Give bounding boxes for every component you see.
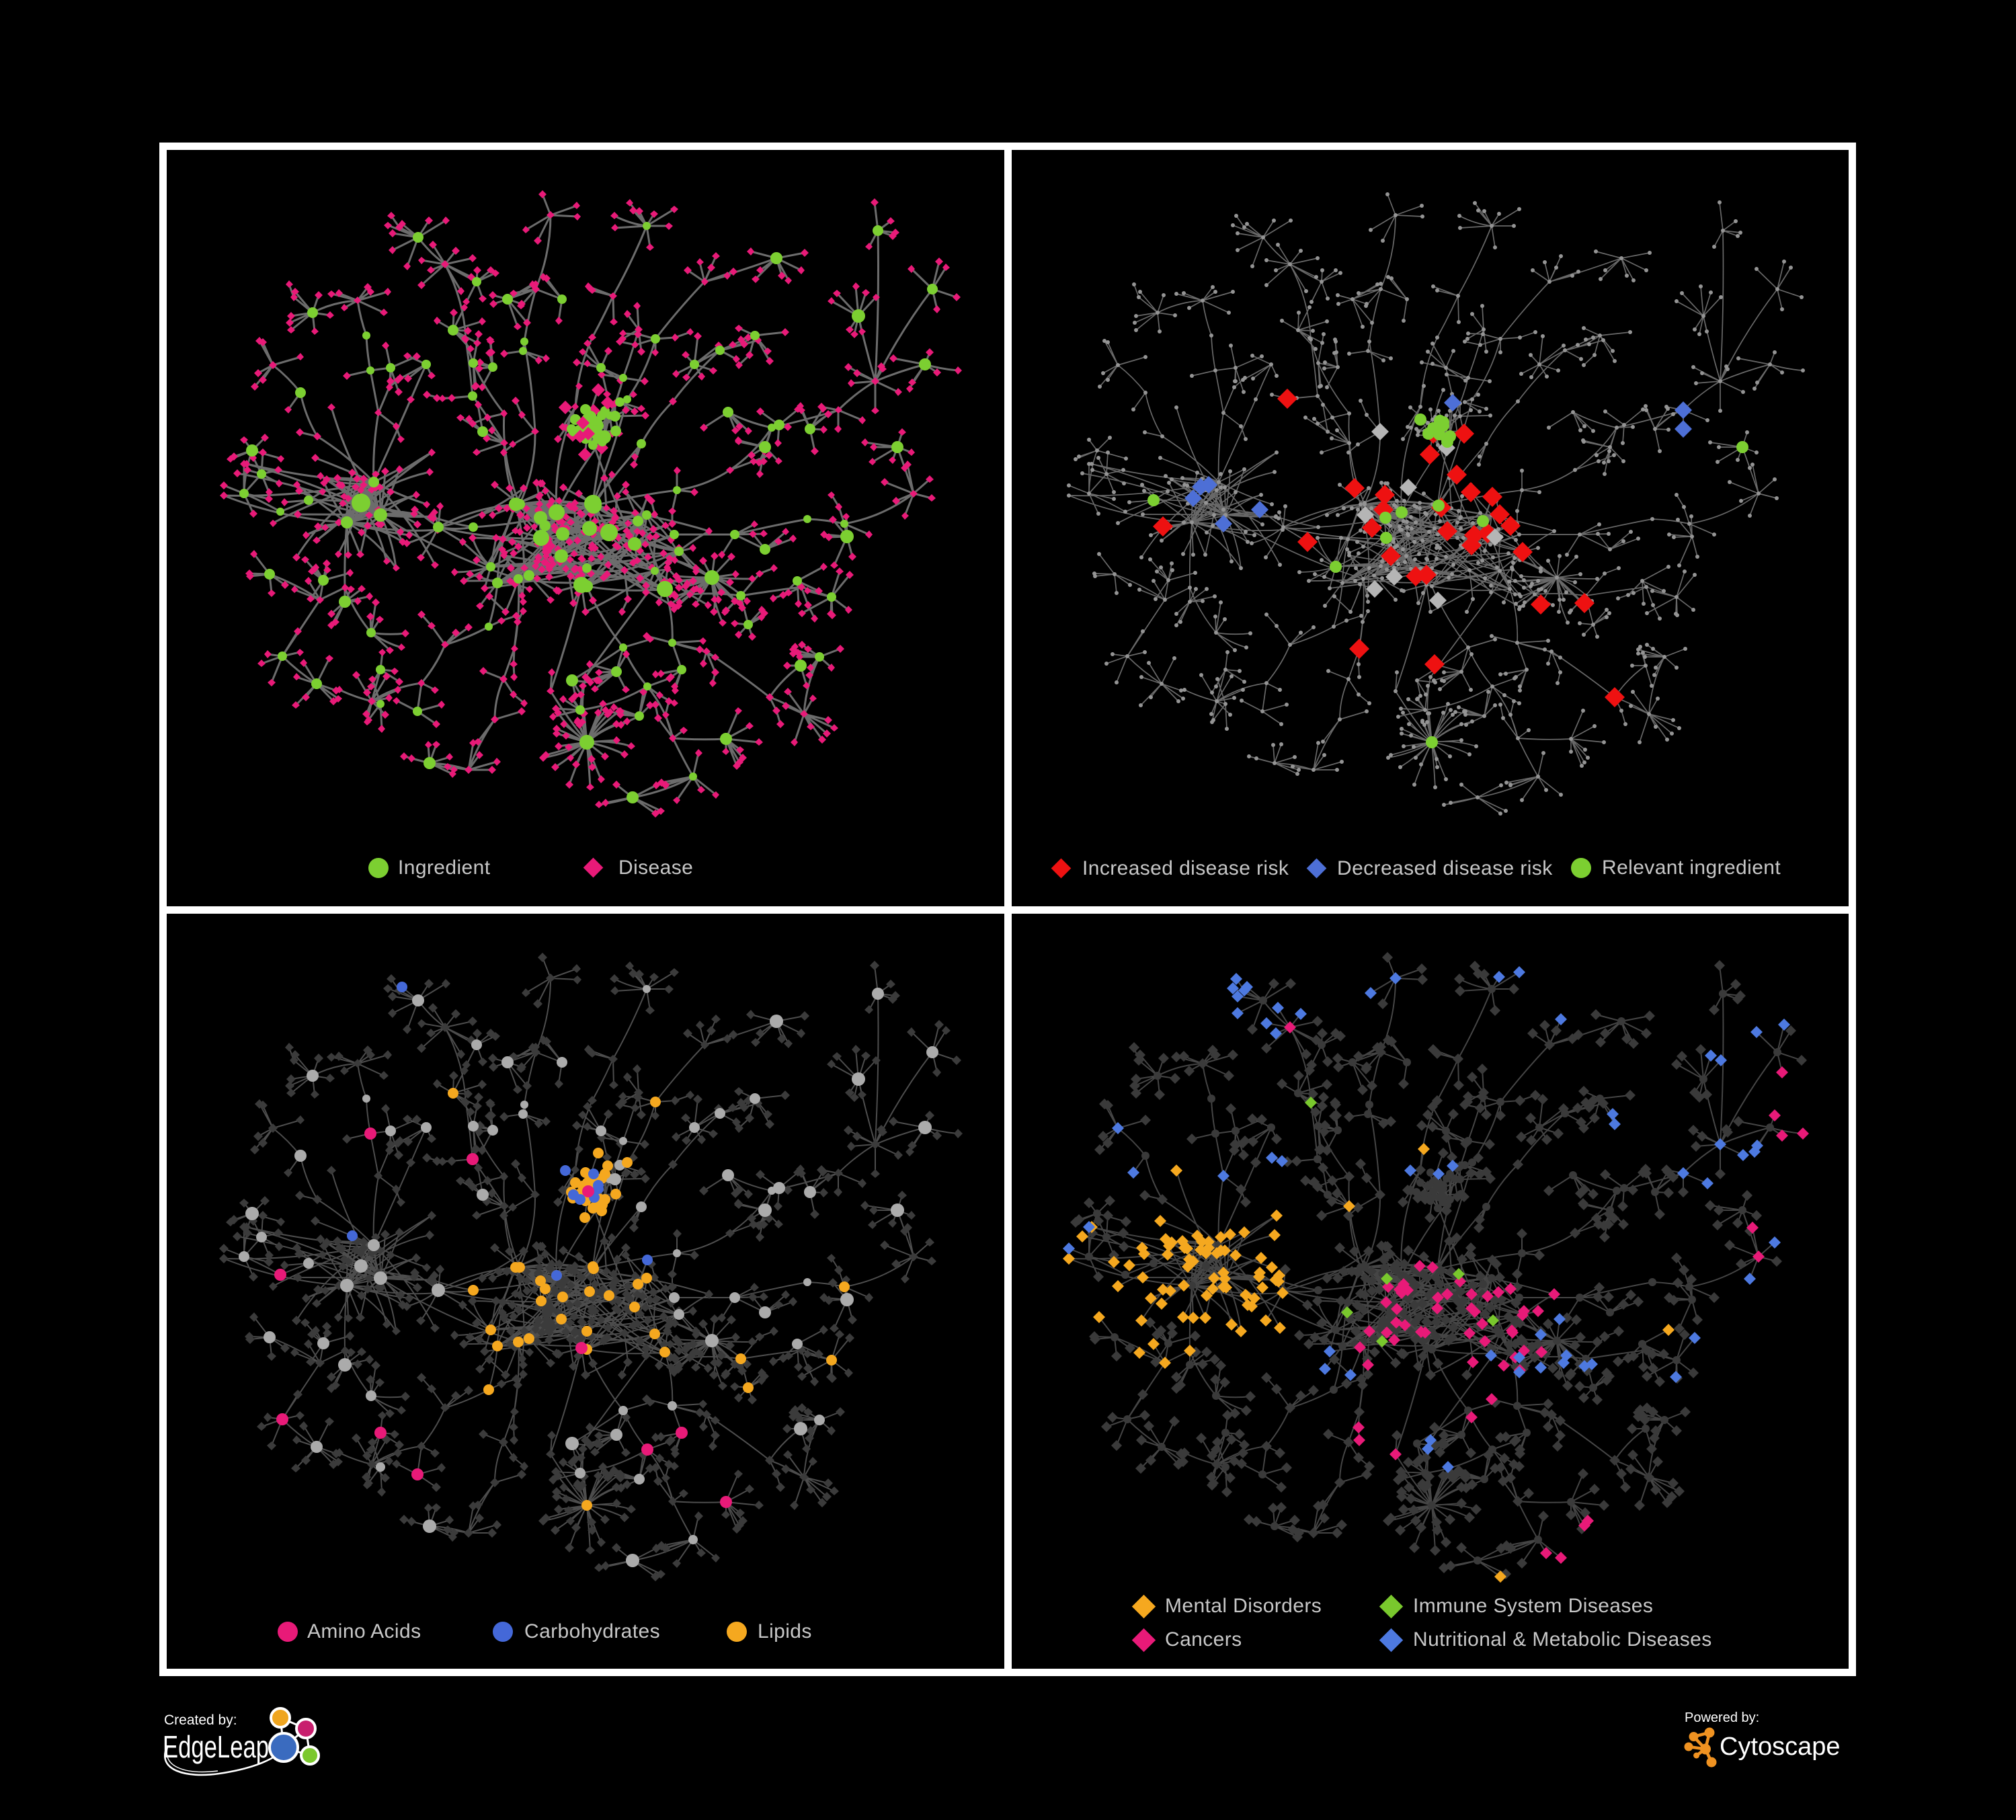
svg-text:Created by:: Created by: — [164, 1712, 237, 1728]
svg-text:Cytoscape: Cytoscape — [1720, 1733, 1841, 1761]
svg-text:EdgeLeap: EdgeLeap — [163, 1729, 269, 1764]
svg-text:Powered by:: Powered by: — [1685, 1710, 1759, 1725]
